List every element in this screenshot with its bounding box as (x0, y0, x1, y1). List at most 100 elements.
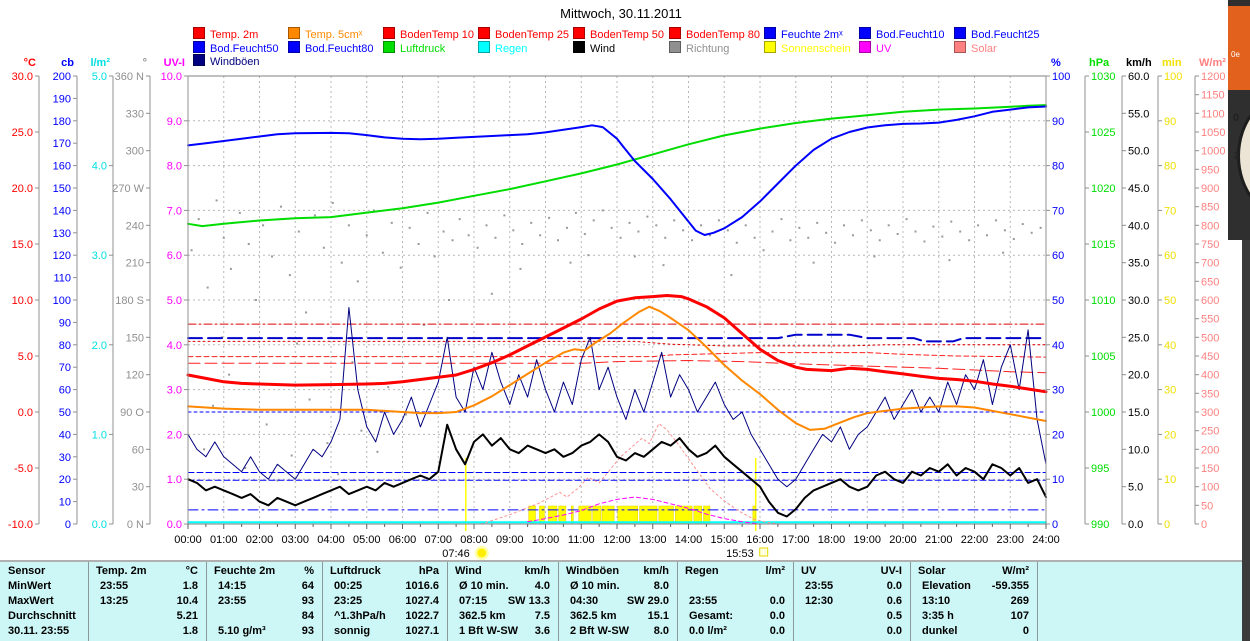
axis-tick-label: 950 (1201, 164, 1219, 176)
table-cell: 269 (1010, 595, 1029, 607)
axis-tick-label: -10.0 (8, 519, 33, 531)
legend-color-swatch-icon (954, 40, 966, 53)
direction-dot (977, 224, 980, 227)
legend-item: Wind (573, 40, 615, 55)
table-cell: 04:30 (570, 595, 599, 607)
table-cell: 10.4 (176, 595, 198, 607)
table-column-separator (447, 562, 448, 641)
direction-dot (229, 267, 232, 270)
temp-5cm-line (187, 305, 1047, 431)
sunshine-bar (548, 505, 558, 524)
axis-tick-label: 20 (1164, 429, 1176, 441)
table-column-separator (322, 562, 323, 641)
direction-dot (807, 236, 810, 239)
chart-svg[interactable]: -10.0-5.00.05.010.015.020.025.030.001020… (0, 0, 1250, 560)
direction-dot (816, 221, 819, 224)
table-cell: 0.0 (886, 625, 902, 637)
axis-tick-label: 550 (1201, 314, 1219, 326)
table-cell: km/h (524, 565, 550, 577)
direction-dot (426, 211, 429, 214)
table-cell: 23:55 (218, 595, 247, 607)
table-cell: 93 (301, 625, 314, 637)
legend-label: Richtung (686, 42, 730, 55)
axis-tick-label: 100 (1052, 71, 1070, 83)
sunshine-bar (658, 505, 674, 524)
table-cell: 0.0 (769, 595, 785, 607)
direction-dot (521, 243, 524, 245)
table-cell: 8.0 (653, 625, 669, 637)
direction-dot (789, 239, 792, 242)
direction-dot (244, 467, 247, 469)
axis-pct: 0 10 20 30 40 50 60 70 80 90 100 (1045, 71, 1070, 531)
axis-tick-label: 350 (1201, 388, 1219, 400)
axis-tick-label: 25.0 (1128, 332, 1149, 344)
axis-uvi: 0.0 1.0 2.0 3.0 4.0 5.0 6.0 7.0 8.0 9.0 10.0 (161, 71, 189, 531)
axis-tick-label: 360 N (115, 71, 144, 83)
overlay-titlebar: 0e (1228, 6, 1250, 90)
table-cell: 8.0 (653, 580, 669, 592)
axis-tick-label: 700 (1201, 258, 1219, 270)
axis-tick-label: 1030 (1091, 71, 1115, 83)
axis-tick-label: 40 (59, 429, 71, 441)
axis-tick-label: 1.0 (167, 474, 182, 486)
chart-legend: Temp. 2m Temp. 5cmˣ BodenTemp 10 BodenTemp … (0, 0, 1242, 70)
axis-tick-label: 750 (1201, 239, 1219, 251)
axis-tick-label: 130 (53, 228, 71, 240)
overlay-window[interactable]: 0e 0 3 (1228, 0, 1250, 641)
axis-tick-label: 30 (132, 482, 144, 494)
direction-dot (503, 214, 506, 217)
axis-tick-label: 15.0 (1128, 407, 1149, 419)
axis-tick-label: 300 (1201, 407, 1219, 419)
axis-tick-label: 55.0 (1128, 108, 1149, 120)
direction-dot (490, 292, 493, 295)
direction-dot (923, 240, 926, 243)
direction-dot (744, 224, 747, 227)
legend-label: Bod.Feucht10 (876, 29, 945, 41)
direction-dot (422, 323, 425, 326)
direction-dot (825, 231, 828, 234)
axis-tick-label: 5.0 (18, 351, 33, 363)
direction-dot (628, 221, 631, 224)
sunset-time-label: 15:53 (726, 548, 754, 560)
legend-item: Sonnenschein (764, 40, 851, 55)
direction-dot (222, 236, 225, 239)
axis-unit-header: W/m² (1199, 57, 1226, 69)
table-cell: 4.0 (534, 580, 550, 592)
table-cell: 2 Bft W-SW (570, 625, 630, 637)
direction-dot (771, 230, 774, 233)
table-cell: 0.0 (769, 610, 785, 622)
direction-dot (417, 243, 420, 245)
axis-lm2: 0.0 1.0 2.0 3.0 4.0 5.0 (92, 71, 114, 531)
axis-tick-label: 80 (1164, 161, 1176, 173)
table-cell: UV-I (880, 565, 902, 577)
axis-tick-label: 30.0 (12, 71, 33, 83)
legend-label: Windböen (210, 56, 260, 68)
direction-dot (212, 404, 215, 407)
axis-tick-label: 30.0 (1128, 295, 1149, 307)
direction-dot (197, 218, 200, 221)
direction-dot (337, 473, 340, 476)
direction-dot (326, 442, 329, 445)
legend-color-swatch-icon (383, 40, 395, 53)
legend-item: BodenTemp 50 (573, 27, 664, 41)
table-cell: Luftdruck (330, 565, 381, 577)
axis-tick-label: 1.0 (92, 429, 107, 441)
axis-tick-label: 1000 (1201, 146, 1225, 158)
table-cell: 15.1 (647, 610, 669, 622)
hour-label: 11:00 (568, 534, 595, 546)
direction-dot (717, 219, 720, 222)
direction-dot (203, 448, 206, 451)
temp-2m-line (186, 294, 1048, 394)
direction-dot (557, 239, 560, 242)
legend-label: BodenTemp 80 (686, 29, 760, 41)
axis-tick-label: 25.0 (12, 127, 33, 139)
legend-color-swatch-icon (764, 27, 776, 39)
legend-item: BodenTemp 10 (383, 27, 474, 41)
direction-dot (365, 234, 368, 237)
hour-label: 01:00 (210, 534, 238, 546)
legend-color-swatch-icon (288, 40, 300, 53)
direction-dot (442, 230, 445, 233)
axis-tick-label: 450 (1201, 351, 1219, 363)
axis-tick-label: 180 (53, 116, 71, 128)
direction-dot (539, 234, 542, 237)
